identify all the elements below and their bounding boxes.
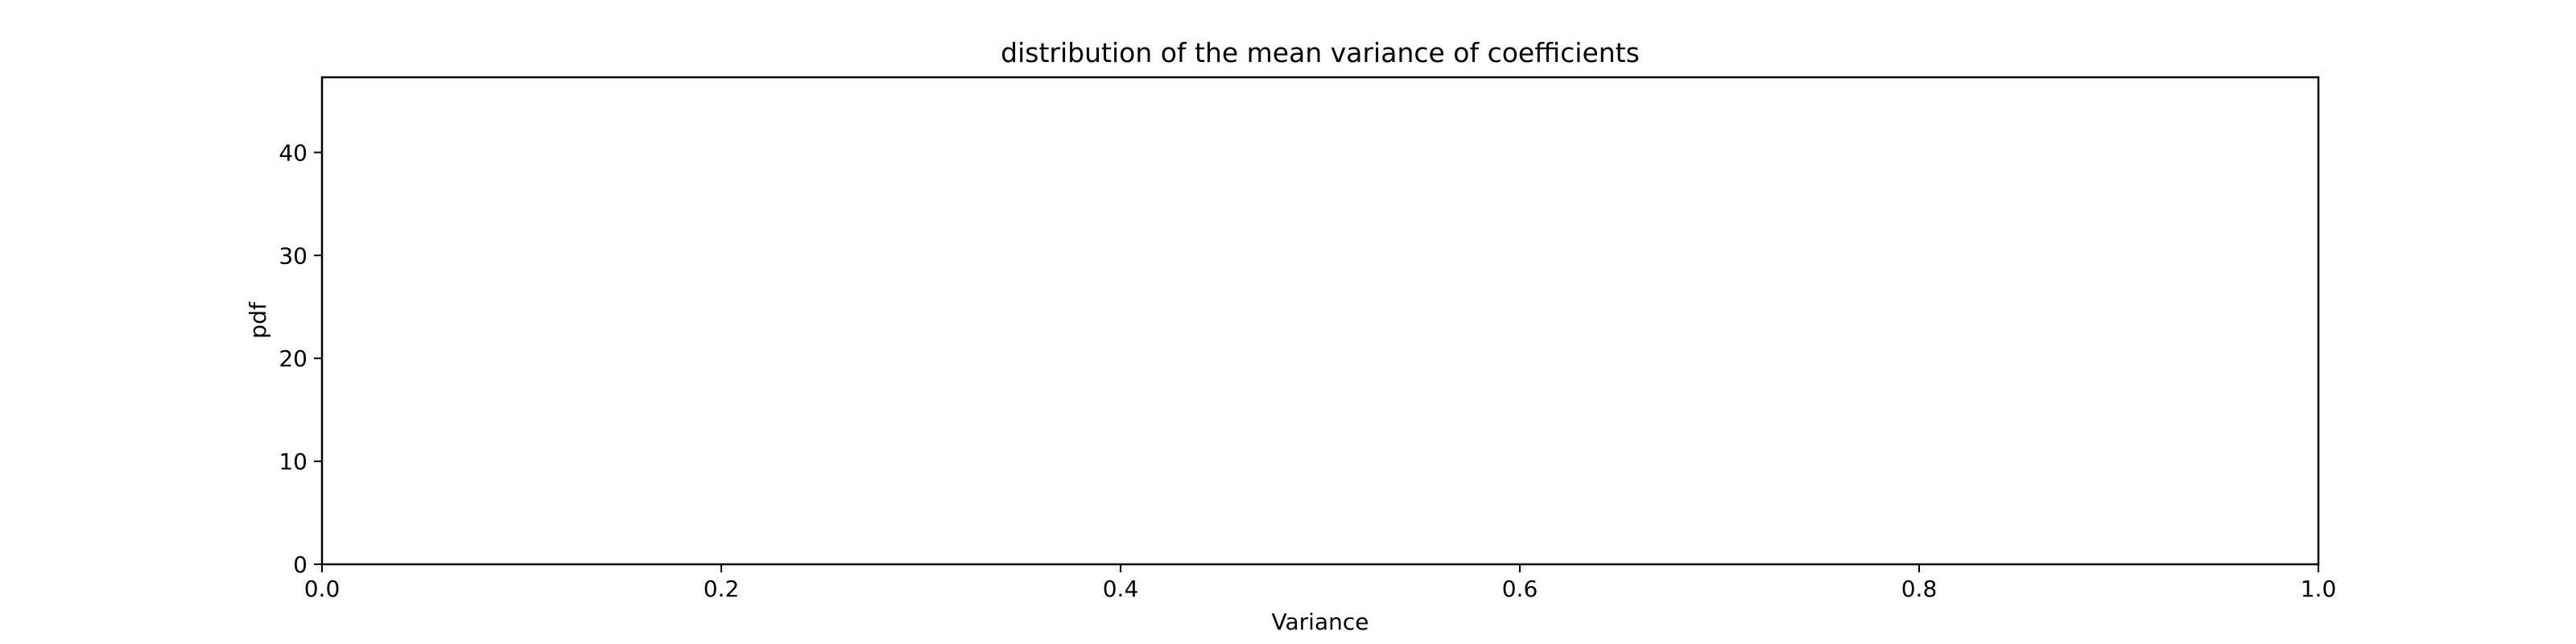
x-tick-label: 0.4 (1103, 576, 1139, 602)
y-tick-label: 20 (279, 345, 308, 372)
plot-area-frame (320, 76, 2320, 566)
chart-title: distribution of the mean variance of coe… (1001, 37, 1640, 68)
y-axis-label: pdf (245, 301, 271, 339)
y-tick-label: 10 (279, 448, 308, 475)
y-tick-label: 30 (279, 242, 308, 269)
x-tick-label: 0.6 (1502, 576, 1538, 602)
x-axis-label: Variance (1272, 609, 1369, 635)
x-tick-label: 1.0 (2301, 576, 2337, 602)
y-tick-label: 0 (293, 551, 308, 578)
x-tick-label: 0.0 (304, 576, 341, 602)
y-tick-label: 40 (279, 139, 308, 166)
x-tick-label: 0.2 (704, 576, 740, 602)
x-axis: 0.0 0.2 0.4 0.6 0.8 1.0 (304, 564, 2337, 602)
y-axis: 0 10 20 30 40 (279, 139, 322, 578)
x-tick-label: 0.8 (1901, 576, 1938, 602)
